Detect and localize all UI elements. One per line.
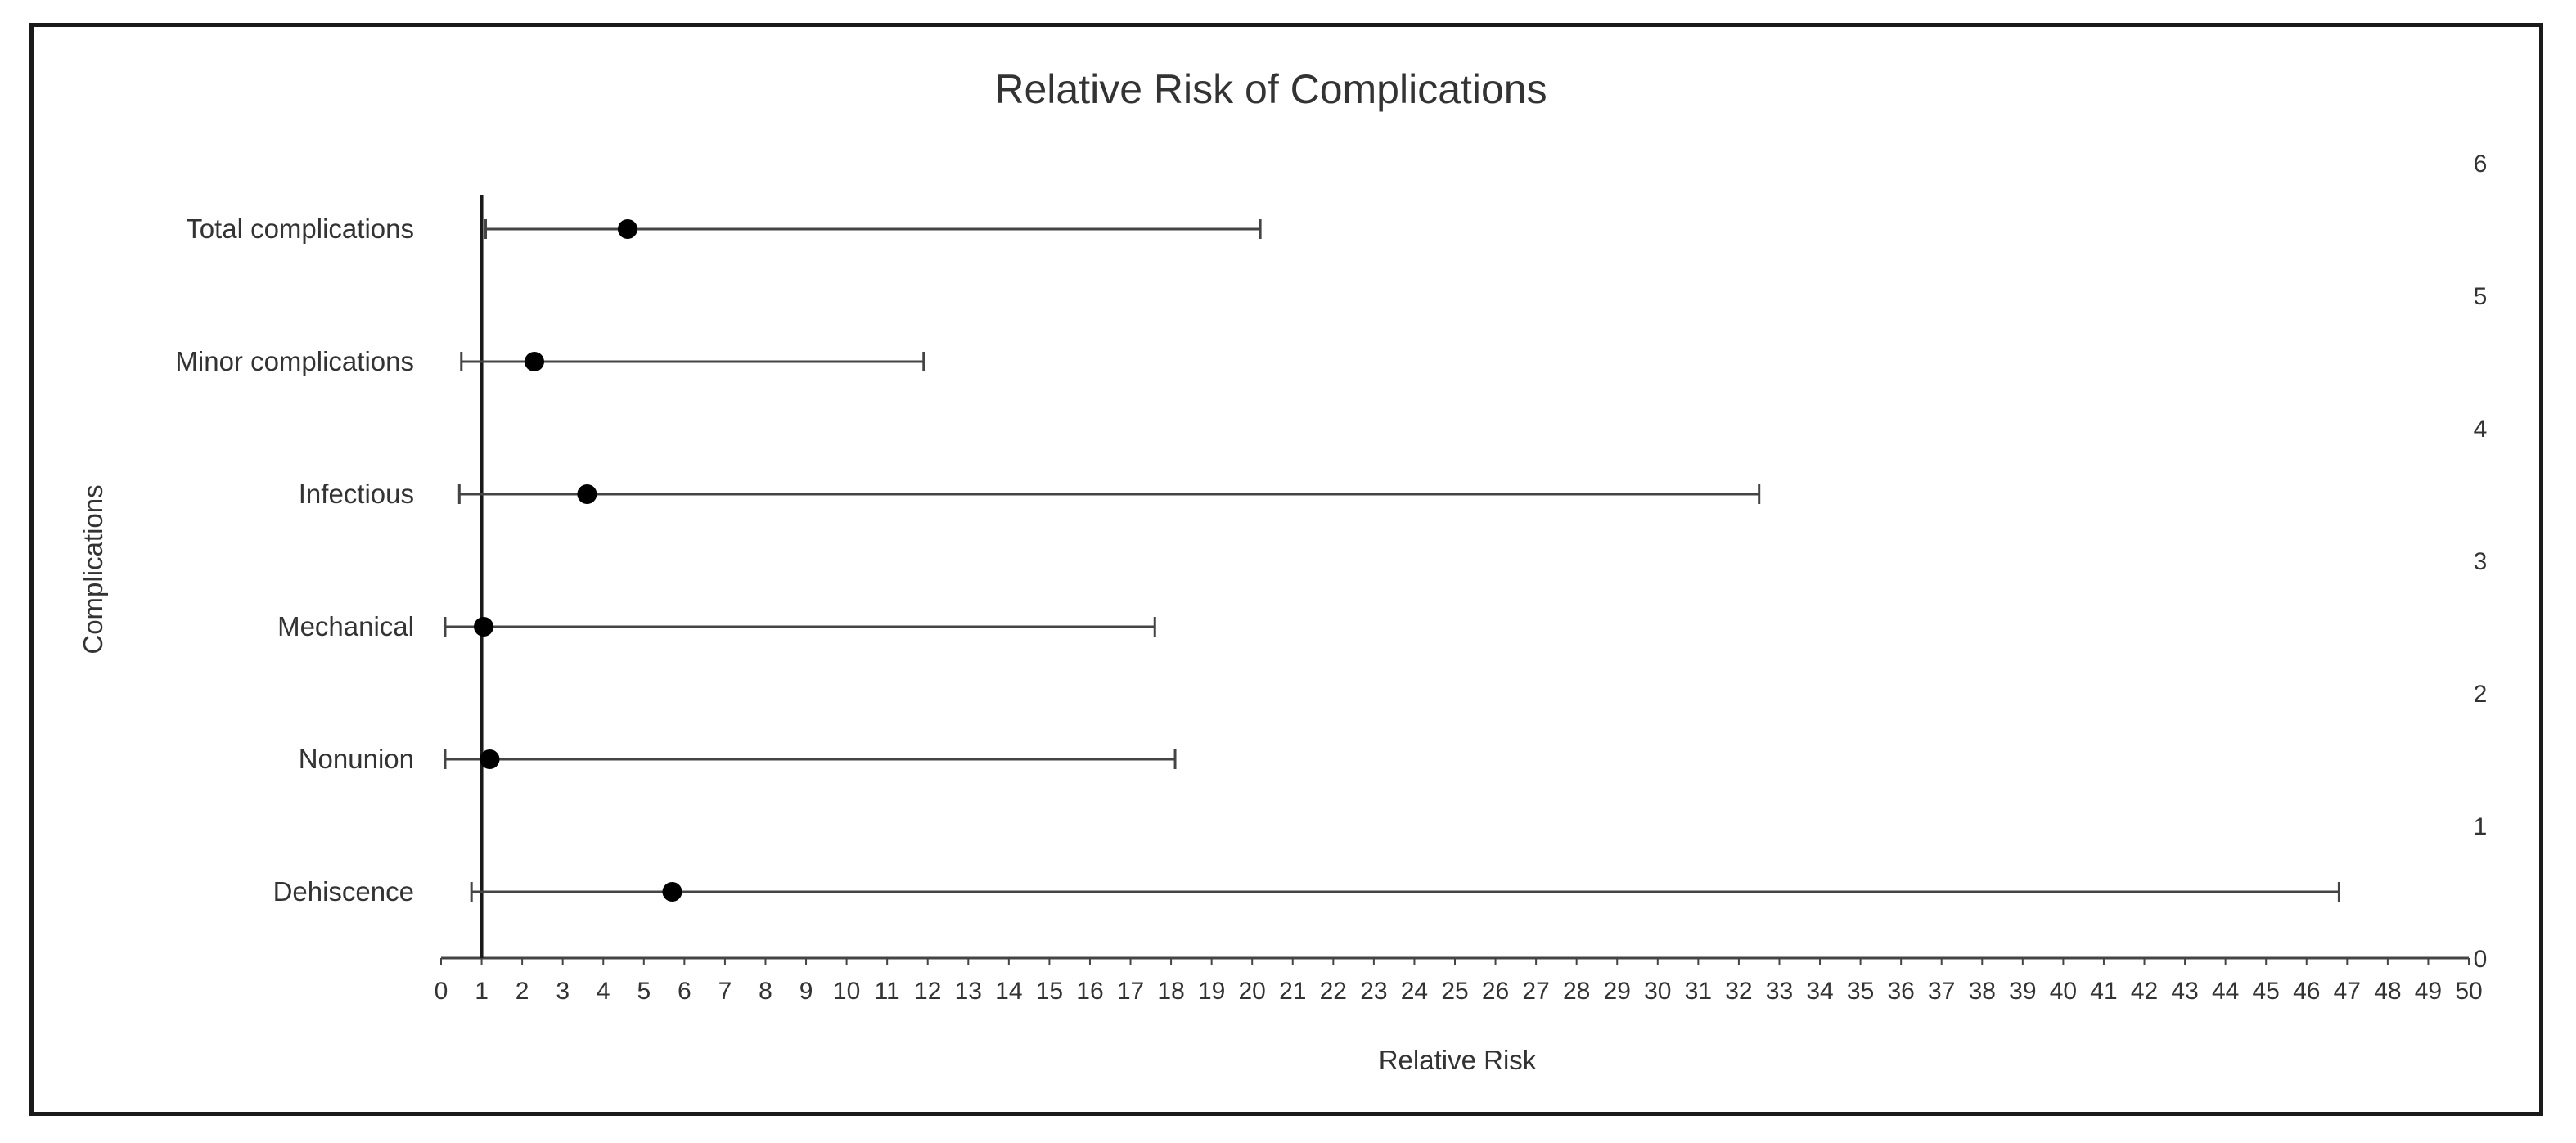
- x-tick-label: 26: [1482, 978, 1509, 1005]
- category-label: Nonunion: [299, 744, 414, 774]
- x-tick-label: 5: [637, 978, 651, 1005]
- y2-tick-label: 0: [2474, 946, 2488, 973]
- x-tick-label: 8: [759, 978, 772, 1005]
- x-tick-label: 44: [2212, 978, 2239, 1005]
- x-tick-label: 21: [1279, 978, 1306, 1005]
- x-tick-label: 6: [678, 978, 691, 1005]
- rr-point: [474, 617, 494, 637]
- category-label: Total complications: [186, 214, 414, 244]
- x-tick-label: 15: [1036, 978, 1063, 1005]
- x-tick-label: 31: [1685, 978, 1712, 1005]
- rr-point: [662, 882, 682, 902]
- x-tick-label: 50: [2455, 978, 2482, 1005]
- x-tick-label: 17: [1117, 978, 1144, 1005]
- x-tick-label: 45: [2253, 978, 2280, 1005]
- x-tick-label: 34: [1806, 978, 1833, 1005]
- category-label: Infectious: [299, 479, 414, 509]
- y2-tick-label: 6: [2474, 151, 2488, 178]
- x-tick-label: 2: [516, 978, 529, 1005]
- rr-point: [617, 219, 637, 239]
- forest-plot: Relative Risk of Complications Relative …: [78, 66, 2487, 1075]
- x-tick-label: 20: [1239, 978, 1266, 1005]
- x-tick-label: 41: [2090, 978, 2117, 1005]
- x-tick-label: 4: [597, 978, 610, 1005]
- x-tick-label: 42: [2131, 978, 2158, 1005]
- x-tick-label: 27: [1522, 978, 1549, 1005]
- x-tick-label: 22: [1320, 978, 1347, 1005]
- x-tick-label: 28: [1563, 978, 1590, 1005]
- x-tick-label: 33: [1766, 978, 1793, 1005]
- x-tick-label: 14: [995, 978, 1022, 1005]
- x-tick-label: 47: [2334, 978, 2361, 1005]
- x-tick-label: 35: [1847, 978, 1874, 1005]
- x-tick-label: 0: [435, 978, 448, 1005]
- x-tick-label: 18: [1157, 978, 1184, 1005]
- x-tick-label: 46: [2293, 978, 2320, 1005]
- x-tick-label: 43: [2171, 978, 2198, 1005]
- x-tick-label: 16: [1076, 978, 1103, 1005]
- x-tick-label: 48: [2374, 978, 2401, 1005]
- rr-point: [480, 749, 500, 769]
- rr-point: [524, 352, 544, 371]
- x-tick-label: 3: [556, 978, 570, 1005]
- x-tick-label: 9: [799, 978, 813, 1005]
- y2-tick-label: 1: [2474, 813, 2488, 840]
- x-tick-label: 32: [1725, 978, 1752, 1005]
- x-tick-label: 12: [914, 978, 941, 1005]
- y2-tick-label: 4: [2474, 416, 2488, 443]
- chart-title: Relative Risk of Complications: [994, 66, 1547, 112]
- x-tick-label: 13: [955, 978, 982, 1005]
- x-tick-label: 37: [1928, 978, 1955, 1005]
- x-tick-label: 1: [475, 978, 489, 1005]
- x-tick-label: 23: [1360, 978, 1387, 1005]
- category-label: Minor complications: [175, 346, 414, 376]
- x-tick-label: 24: [1401, 978, 1428, 1005]
- x-tick-label: 36: [1887, 978, 1914, 1005]
- plot-area: 0 1 2 3 4 5 6 7 8 9 10 11 12 13 14 15 16 17 18 19 20 21 22 23 24…: [175, 151, 2487, 1005]
- x-tick-label: 19: [1198, 978, 1225, 1005]
- x-tick-label: 39: [2009, 978, 2036, 1005]
- y-axis-title: Complications: [78, 484, 108, 654]
- x-tick-label: 40: [2050, 978, 2077, 1005]
- y2-tick-label: 3: [2474, 548, 2488, 575]
- x-axis-title: Relative Risk: [1379, 1045, 1537, 1075]
- x-tick-label: 11: [875, 978, 900, 1005]
- x-tick-label: 25: [1441, 978, 1468, 1005]
- y2-tick-label: 5: [2474, 283, 2488, 310]
- x-tick-label: 7: [718, 978, 732, 1005]
- x-tick-label: 29: [1604, 978, 1631, 1005]
- x-tick-label: 10: [833, 978, 860, 1005]
- category-label: Mechanical: [277, 611, 414, 641]
- y2-tick-label: 2: [2474, 681, 2488, 708]
- x-tick-label: 49: [2415, 978, 2442, 1005]
- x-tick-label: 38: [1969, 978, 1996, 1005]
- category-label: Dehiscence: [273, 876, 414, 907]
- chart-frame: Relative Risk of Complications Relative …: [29, 23, 2543, 1116]
- x-tick-label: 30: [1644, 978, 1671, 1005]
- rr-point: [577, 484, 597, 504]
